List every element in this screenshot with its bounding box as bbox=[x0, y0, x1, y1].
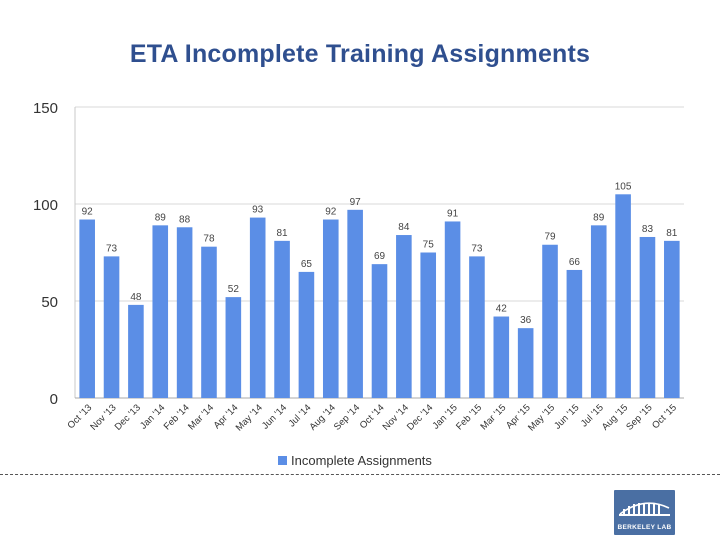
data-label: 81 bbox=[666, 228, 678, 239]
x-tick-label: Jun '14 bbox=[260, 402, 289, 431]
bar bbox=[664, 240, 680, 398]
data-label: 75 bbox=[423, 240, 435, 251]
bar bbox=[201, 246, 217, 398]
x-tick-label: Mar '14 bbox=[186, 402, 216, 432]
data-label: 78 bbox=[203, 234, 215, 245]
x-tick-label: Sep '14 bbox=[332, 402, 362, 432]
x-tick-label: Oct '15 bbox=[650, 402, 679, 431]
data-label: 84 bbox=[398, 222, 410, 233]
bar bbox=[225, 297, 242, 398]
data-label: 65 bbox=[301, 259, 313, 270]
bar bbox=[469, 256, 485, 398]
bar-chart: 92 73 48 89 88 78 52 93 81 65 92 97 69 84 75 91 73 42 36 79… bbox=[33, 100, 684, 468]
data-label: 79 bbox=[544, 232, 556, 243]
bar bbox=[566, 269, 583, 398]
x-tick-label: Jan '14 bbox=[138, 402, 167, 431]
x-tick-label: Nov '13 bbox=[88, 402, 118, 432]
bar bbox=[493, 316, 510, 398]
bar bbox=[639, 236, 656, 398]
data-label: 36 bbox=[520, 315, 532, 326]
berkeley-lab-logo: BERKELEY LAB bbox=[614, 490, 675, 535]
bar bbox=[542, 244, 558, 398]
bar bbox=[298, 271, 315, 398]
x-tick-label: Dec '13 bbox=[113, 402, 143, 432]
data-label: 48 bbox=[130, 292, 142, 303]
bar bbox=[420, 252, 437, 398]
logo-text: BERKELEY LAB bbox=[617, 524, 672, 531]
x-tick-label: Nov '14 bbox=[381, 402, 411, 432]
bar bbox=[103, 256, 120, 398]
legend-label: Incomplete Assignments bbox=[291, 453, 432, 468]
x-tick-label: Aug '15 bbox=[600, 402, 630, 432]
data-label: 73 bbox=[106, 243, 118, 254]
x-tick-label: Dec '14 bbox=[405, 402, 435, 432]
bar bbox=[615, 194, 631, 398]
bar bbox=[176, 227, 193, 398]
data-label: 89 bbox=[155, 212, 167, 223]
data-label: 81 bbox=[276, 228, 288, 239]
data-label: 89 bbox=[593, 212, 605, 223]
bar bbox=[79, 219, 95, 398]
data-label: 88 bbox=[179, 214, 191, 225]
x-tick-label: May '14 bbox=[234, 402, 265, 433]
lab-building-icon bbox=[619, 502, 670, 516]
bar bbox=[128, 304, 144, 398]
x-tick-label: Sep '15 bbox=[624, 402, 654, 432]
x-tick-label: Aug '14 bbox=[308, 402, 338, 432]
bar bbox=[371, 264, 388, 398]
slide-title: ETA Incomplete Training Assignments bbox=[129, 40, 591, 68]
data-label: 91 bbox=[447, 208, 459, 219]
bar bbox=[444, 221, 461, 398]
x-tick-label: May '15 bbox=[526, 402, 557, 433]
x-tick-label: Feb '14 bbox=[162, 402, 192, 432]
data-label: 73 bbox=[471, 243, 483, 254]
bar bbox=[249, 217, 266, 398]
footer-divider bbox=[0, 474, 720, 475]
bar bbox=[396, 235, 412, 398]
data-label: 97 bbox=[350, 197, 362, 208]
x-tick-label: Mar '15 bbox=[478, 402, 508, 432]
bar bbox=[152, 225, 169, 398]
x-tick-label: Feb '15 bbox=[454, 402, 484, 432]
data-label: 69 bbox=[374, 251, 386, 262]
x-tick-label: Jun '15 bbox=[552, 402, 581, 431]
x-tick-label: Jan '15 bbox=[430, 402, 459, 431]
bar bbox=[517, 328, 534, 398]
data-label: 42 bbox=[496, 304, 508, 315]
bar bbox=[322, 219, 339, 398]
bar bbox=[347, 209, 363, 398]
y-tick-label: 150 bbox=[33, 100, 58, 117]
legend-swatch bbox=[278, 456, 287, 465]
bar bbox=[274, 240, 290, 398]
y-tick-label: 100 bbox=[33, 197, 58, 214]
data-label: 66 bbox=[569, 257, 581, 268]
data-label: 92 bbox=[82, 207, 94, 218]
y-tick-label: 50 bbox=[41, 294, 58, 311]
bar bbox=[590, 225, 607, 398]
data-label: 92 bbox=[325, 207, 337, 218]
data-label: 105 bbox=[615, 181, 632, 192]
y-tick-label: 0 bbox=[50, 391, 58, 408]
data-label: 52 bbox=[228, 284, 240, 295]
data-label: 83 bbox=[642, 224, 654, 235]
data-label: 93 bbox=[252, 205, 264, 216]
